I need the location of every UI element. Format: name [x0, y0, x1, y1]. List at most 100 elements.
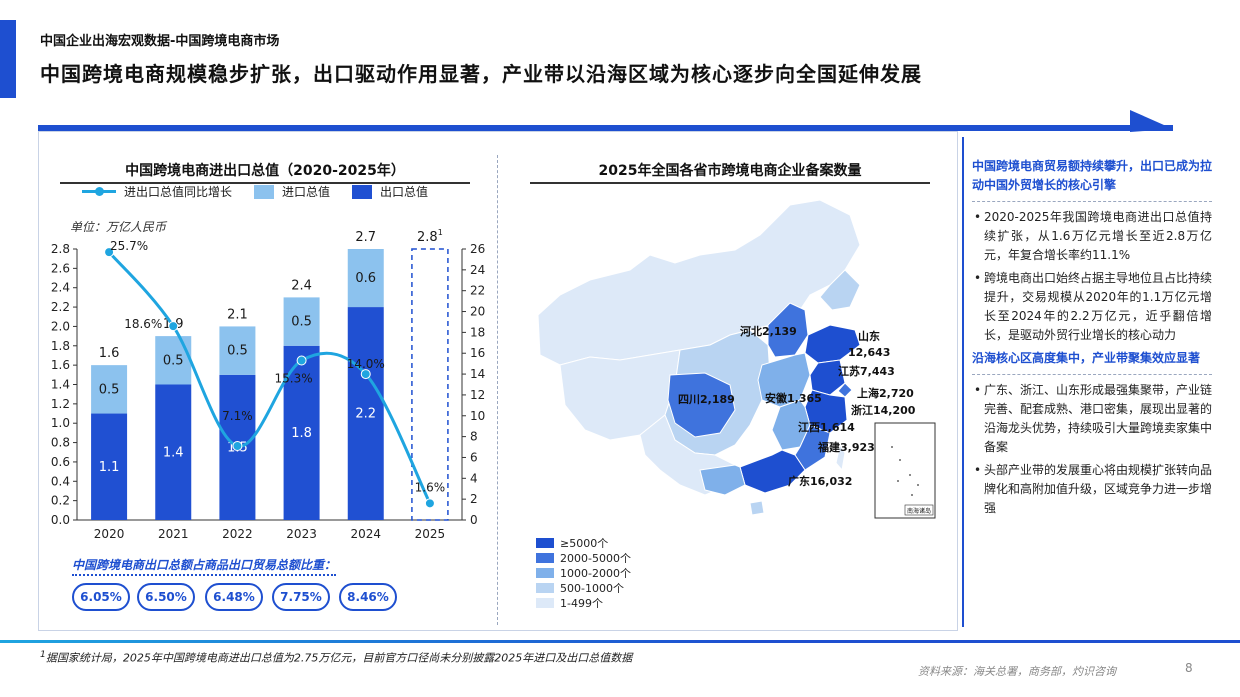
x-tick-label: 2023	[286, 527, 317, 541]
header-arrow	[1130, 110, 1173, 132]
map-label-guangdong: 广东16,032	[788, 474, 852, 488]
growth-label: 25.7%	[110, 239, 148, 253]
map-legend-label: 1-499个	[560, 596, 603, 610]
legend-export-label: 出口总值	[380, 185, 429, 199]
y2-tick-label: 24	[470, 263, 485, 277]
growth-label: 1.6%	[415, 480, 446, 494]
section-kicker: 中国企业出海宏观数据-中国跨境电商市场	[40, 34, 280, 49]
source-note: 资料来源：海关总署，商务部，灼识咨询	[918, 665, 1116, 678]
map-legend-row: 500-1000个	[536, 580, 631, 595]
y2-tick-label: 6	[470, 450, 478, 464]
bar-chart-title: 中国跨境电商进出口总值（2020-2025年）	[125, 163, 405, 179]
map-legend-label: ≥5000个	[560, 536, 609, 550]
bar-import	[283, 297, 320, 346]
growth-label: 18.6%	[124, 317, 162, 331]
map-region-guangxi	[699, 464, 746, 496]
y2-tick-label: 16	[470, 346, 485, 360]
map-label-anhui: 安徽1,365	[765, 391, 822, 405]
y2-tick-label: 14	[470, 367, 485, 381]
map-legend-row: 2000-5000个	[536, 550, 631, 565]
inset-label: 南海诸岛	[907, 507, 931, 515]
growth-point	[296, 355, 307, 366]
export-ratio-pill: 6.48%	[205, 583, 263, 611]
map-region-shandong	[804, 324, 861, 364]
bar-total-label: 2.4	[291, 278, 312, 293]
side-divider	[962, 137, 964, 627]
map-value-shandong: 12,643	[848, 346, 890, 359]
panel-divider	[497, 155, 498, 625]
y2-tick-label: 12	[470, 388, 485, 402]
inset-label-box	[904, 504, 934, 516]
bar-total-label: 2.1	[227, 307, 248, 322]
bar-projected-total	[411, 248, 449, 521]
inset-islands	[891, 446, 919, 496]
side-heading-1: 中国跨境电商贸易额持续攀升，出口已成为拉动中国外贸增长的核心引擎	[972, 159, 1213, 192]
bar-import	[91, 365, 128, 414]
map-region-hebei	[767, 302, 809, 358]
y2-tick-label: 8	[470, 430, 478, 444]
legend-export-swatch	[352, 184, 373, 199]
y-tick-label: 2.6	[51, 261, 70, 275]
legend-import-swatch	[254, 184, 275, 199]
map-legend-row: ≥5000个	[536, 535, 631, 550]
growth-point	[232, 440, 243, 451]
header-rule	[38, 125, 1173, 131]
bar-total-label: 1.6	[99, 346, 120, 361]
map-legend-swatch	[536, 552, 554, 563]
page-number: 8	[1185, 661, 1193, 675]
bar-chart: 0.0 0.2 0.4 0.6 0.8 1.0 1.2 1.4 1.6 1.8 2.0 2.2 2.4 2…	[51, 228, 485, 541]
export-ratio-pill: 6.50%	[137, 583, 195, 611]
side-commentary: 中国跨境电商贸易额持续攀升，出口已成为拉动中国外贸增长的核心引擎 2020-20…	[972, 157, 1212, 522]
growth-label: 14.0%	[347, 357, 385, 371]
map-label-zhejiang: 浙江14,200	[851, 403, 916, 417]
bar-import-label: 0.5	[99, 382, 120, 397]
y-tick-label: 0.8	[51, 436, 70, 450]
growth-label: 7.1%	[222, 409, 253, 423]
y-tick-label: 2.2	[51, 300, 70, 314]
map-label-shanghai: 上海2,720	[857, 386, 914, 400]
map-label-fujian: 福建3,923	[817, 440, 875, 454]
y2-tick-label: 26	[470, 242, 485, 256]
map-label-jiangxi: 江西1,614	[798, 420, 855, 434]
y-tick-label: 2.8	[51, 242, 70, 256]
map-label-hebei: 河北2,139	[740, 324, 797, 338]
map-legend-swatch	[536, 537, 554, 548]
legend-growth-label: 进出口总值同比增长	[124, 185, 233, 199]
x-tick-label: 2024	[350, 527, 381, 541]
footnote-mark: 1	[40, 649, 46, 660]
growth-point	[168, 321, 179, 332]
map-label-sichuan: 四川2,189	[678, 393, 735, 406]
bar-import	[347, 249, 384, 308]
side-separator	[972, 374, 1212, 375]
map-title: 2025年全国各省市跨境电商企业备案数量	[598, 163, 862, 179]
side-bullet-4: 头部产业带的发展重心将由规模扩张转向品牌化和高附加值升级，区域竞争力进一步增强	[972, 461, 1212, 518]
map-legend-label: 2000-5000个	[560, 551, 631, 565]
map-legend-label: 500-1000个	[560, 581, 624, 595]
bar-import	[219, 326, 256, 375]
y2-tick-label: 18	[470, 325, 485, 339]
bar-export-label: 2.2	[355, 407, 376, 422]
export-ratio-title: 中国跨境电商出口总额占商品出口贸易总额比重：	[72, 556, 337, 576]
bar-import	[155, 336, 192, 385]
bar-import-label: 0.6	[355, 271, 376, 286]
side-heading-2: 沿海核心区高度集中，产业带聚集效应显著	[972, 351, 1201, 365]
footer-rule	[0, 640, 1240, 643]
y-tick-label: 0.6	[51, 455, 70, 469]
bar-export	[91, 413, 128, 520]
y2-tick-label: 4	[470, 471, 478, 485]
growth-label: 15.3%	[275, 372, 313, 386]
map-region-sichuan	[667, 372, 736, 438]
y-tick-label: 1.6	[51, 358, 70, 372]
map-legend-label: 1000-2000个	[560, 566, 631, 580]
bar-export-label: 1.4	[163, 445, 184, 460]
bar-chart-legend: 进出口总值同比增长 进口总值 出口总值	[82, 183, 428, 200]
map-legend-row: 1-499个	[536, 595, 631, 610]
y-tick-label: 0.0	[51, 513, 70, 527]
bar-export-label: 1.8	[291, 426, 312, 441]
y-tick-label: 2.0	[51, 319, 70, 333]
bar-import-label: 0.5	[227, 344, 248, 359]
y2-tick-label: 2	[470, 492, 478, 506]
y-tick-label: 0.4	[51, 474, 70, 488]
side-bullet-3: 广东、浙江、山东形成最强集聚带，产业链完善、配套成熟、港口密集，展现出显著的沿海…	[972, 381, 1212, 457]
map-legend: ≥5000个 2000-5000个 1000-2000个 500-1000个 1…	[536, 535, 631, 610]
